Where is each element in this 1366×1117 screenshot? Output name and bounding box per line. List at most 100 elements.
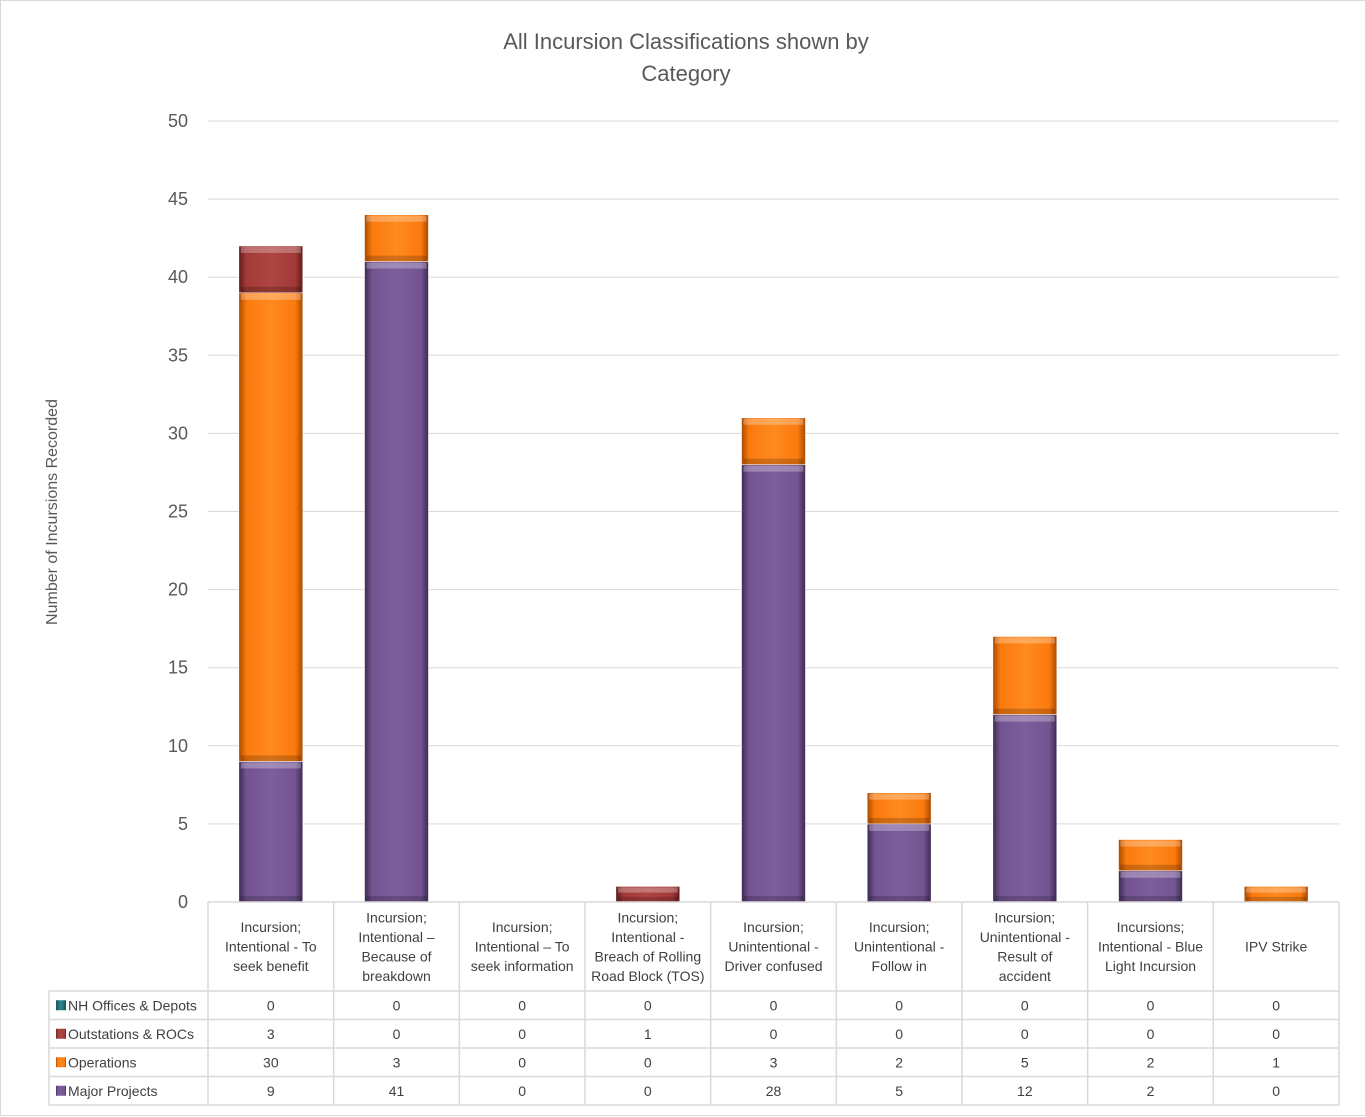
bar-bevel-top (869, 824, 930, 831)
y-tick-label: 15 (168, 658, 188, 678)
bar-rect (992, 714, 1058, 903)
bar-segment (238, 245, 304, 294)
category-label: Incursion; Unintentional -Result of accide… (980, 909, 1071, 984)
bar-bevel-top (743, 418, 804, 425)
category-label: IPV Strike (1245, 939, 1307, 955)
bar-bevel-top (240, 762, 301, 769)
table-cell: 0 (1272, 1083, 1280, 1099)
y-tick-label: 25 (168, 502, 188, 522)
table-cell: 0 (1021, 1026, 1029, 1042)
table-cell: 5 (895, 1083, 903, 1099)
bar-bevel-bottom (869, 896, 930, 902)
bar-segment (992, 714, 1058, 903)
bar-bevel-top (1120, 840, 1181, 847)
table-cell: 9 (267, 1083, 275, 1099)
bar-bevel-top (994, 715, 1055, 722)
bar-bevel-bottom (1246, 896, 1307, 902)
bar-bevel-top (240, 246, 301, 253)
bar-bevel-bottom (617, 896, 678, 902)
bar-rect (992, 636, 1058, 715)
bar-bevel-bottom (240, 896, 301, 902)
table-cell: 1 (1272, 1054, 1280, 1070)
bar-rect (866, 792, 932, 825)
bar-bevel-bottom (994, 896, 1055, 902)
bar-bevel-bottom (994, 708, 1055, 715)
table-cell: 0 (1147, 997, 1155, 1013)
bar-rect (364, 214, 429, 262)
table-cell: 0 (644, 1054, 652, 1070)
series-label: Operations (68, 1054, 136, 1070)
bar-segment (866, 823, 932, 903)
y-tick-label: 50 (168, 111, 188, 131)
table-cell: 3 (267, 1026, 275, 1042)
table-cell: 3 (770, 1054, 778, 1070)
y-tick-label: 0 (178, 892, 188, 912)
bar-bevel-bottom (240, 755, 301, 762)
table-cell: 0 (770, 1026, 778, 1042)
bar-segment (992, 636, 1058, 715)
bar-segment (1243, 886, 1309, 903)
bar-rect (238, 761, 304, 903)
bar-rect (238, 292, 304, 762)
legend-key (56, 1057, 66, 1068)
series-label: Major Projects (68, 1083, 157, 1099)
bar-bevel-bottom (240, 286, 301, 293)
bar-rect (1118, 870, 1183, 903)
bar-bevel-top (743, 465, 804, 472)
bar-bevel-top (1120, 871, 1181, 878)
category-label: Incursion; Unintentional -Follow in (854, 919, 945, 974)
table-cell: 0 (518, 997, 526, 1013)
bar-segment (238, 292, 304, 762)
table-cell: 28 (766, 1083, 782, 1099)
bar-bevel-top (240, 293, 301, 300)
category-label: Incursion; Intentional – To seek informati… (471, 919, 574, 974)
bar-segment (741, 417, 806, 465)
legend-key (56, 1000, 66, 1011)
bar-segment (866, 792, 932, 825)
bar-bevel-bottom (743, 896, 804, 902)
table-cell: 0 (518, 1083, 526, 1099)
table-cell: 0 (267, 997, 275, 1013)
table-cell: 0 (644, 1083, 652, 1099)
bar-bevel-top (1246, 887, 1307, 893)
table-cell: 0 (1272, 1026, 1280, 1042)
y-axis-label: Number of Incursions Recorded (44, 399, 61, 625)
table-cell: 2 (1147, 1083, 1155, 1099)
bar-bevel-top (869, 793, 930, 800)
table-cell: 0 (895, 1026, 903, 1042)
bar-bevel-top (366, 262, 427, 269)
chart-title-line-1: All Incursion Classifications shown by (503, 29, 869, 54)
table-cell: 3 (393, 1054, 401, 1070)
table-cell: 2 (895, 1054, 903, 1070)
bar-bevel-bottom (1120, 864, 1181, 871)
bar-segment (741, 464, 806, 903)
bar-rect (1118, 839, 1183, 872)
bar-segment (1118, 870, 1183, 903)
bar-segment (364, 261, 429, 903)
table-cell: 12 (1017, 1083, 1033, 1099)
table-cell: 0 (1021, 997, 1029, 1013)
table-cell: 41 (389, 1083, 405, 1099)
y-tick-label: 40 (168, 267, 188, 287)
bar-segment (615, 886, 681, 903)
chart-title-line-2: Category (641, 61, 730, 86)
y-tick-label: 10 (168, 736, 188, 756)
bar-bevel-top (366, 215, 427, 222)
y-tick-label: 30 (168, 423, 188, 443)
bar-rect (364, 261, 429, 903)
table-cell: 0 (393, 997, 401, 1013)
table-cell: 5 (1021, 1054, 1029, 1070)
series-label: Outstations & ROCs (68, 1026, 194, 1042)
bar-rect (866, 823, 932, 903)
series-label: NH Offices & Depots (68, 997, 197, 1013)
legend-key (56, 1028, 66, 1039)
table-cell: 0 (895, 997, 903, 1013)
category-label: Incursion; Intentional – Because of breakdo… (358, 909, 434, 984)
bar-bevel-bottom (743, 458, 804, 465)
bar-segment (364, 214, 429, 262)
y-tick-label: 20 (168, 580, 188, 600)
table-cell: 30 (263, 1054, 279, 1070)
category-label: Incursion; Unintentional -Driver confused (724, 919, 822, 974)
